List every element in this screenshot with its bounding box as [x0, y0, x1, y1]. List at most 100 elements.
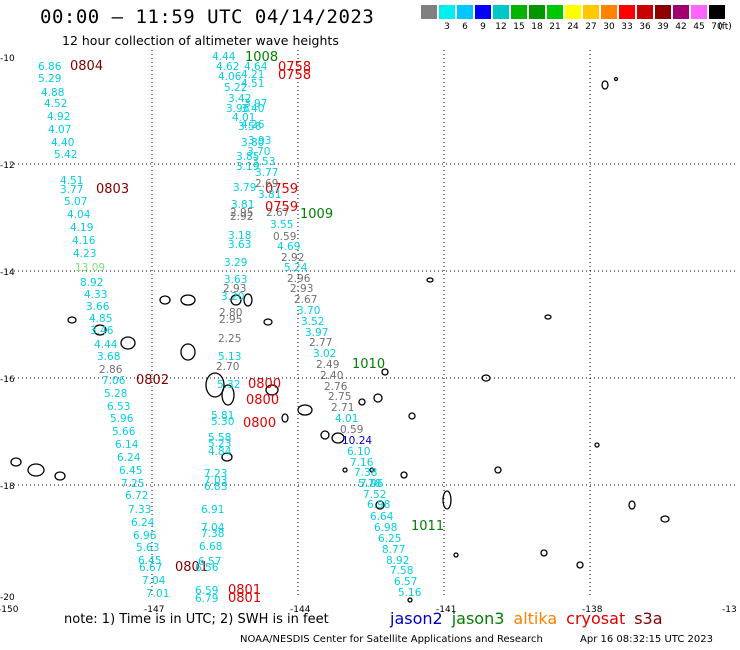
island	[221, 384, 235, 406]
wave-height-value: 2.93	[223, 283, 246, 295]
legend-swatch	[673, 5, 689, 19]
pass-time-label: 0803	[96, 182, 129, 197]
satellite-legend: jason2 jason3 altika cryosat s3a	[390, 609, 672, 628]
legend-unit: (ft)	[718, 22, 732, 32]
wave-height-value: 4.33	[84, 289, 107, 301]
lat-tick-label: -18	[0, 482, 15, 492]
pass-time-label: 0801	[228, 583, 261, 598]
wave-height-value: 3.77	[60, 184, 83, 196]
legend-swatch	[709, 5, 725, 19]
pass-time-label: 0758	[278, 60, 311, 75]
wave-height-value: 3.85	[236, 151, 259, 163]
legend-swatch	[457, 5, 473, 19]
pass-time-label: 1010	[352, 357, 385, 372]
map-subtitle: 12 hour collection of altimeter wave hei…	[62, 33, 339, 48]
island	[540, 549, 548, 557]
legend-swatch	[637, 5, 653, 19]
wave-height-value: 3.77	[255, 167, 278, 179]
pass-time-label: 0800	[246, 393, 279, 408]
wave-height-value: 3.63	[228, 239, 251, 251]
island	[481, 374, 491, 382]
wave-height-value: 2.75	[328, 391, 351, 403]
wave-height-value: 2.80	[219, 307, 242, 319]
wave-height-value: 3.80	[241, 137, 264, 149]
island	[613, 76, 619, 82]
pass-time-label: 0759	[265, 182, 298, 197]
wave-height-value: 6.91	[201, 504, 224, 516]
wave-height-value: 6.98	[367, 499, 390, 511]
satellite-name: cryosat	[566, 609, 626, 628]
island	[265, 384, 279, 396]
wave-height-value: 5.63	[136, 542, 159, 554]
island	[601, 80, 609, 90]
lat-tick-label: -20	[0, 593, 15, 603]
lat-tick-label: -14	[0, 268, 15, 278]
legend-label: 36	[639, 22, 651, 32]
wave-height-value: 10.24	[342, 435, 372, 447]
wave-height-value: 3.19	[236, 161, 259, 173]
island	[180, 343, 196, 361]
wave-height-value: 6.14	[115, 439, 139, 451]
wave-height-value: 2.86	[99, 364, 123, 376]
wave-height-value: 4.26	[241, 119, 265, 131]
lat-tick-label: -16	[0, 375, 15, 385]
wave-height-value: 3.53	[252, 156, 275, 168]
map-title: 00:00 — 11:59 UTC 04/14/2023	[40, 6, 375, 28]
wave-height-value: 2.96	[287, 273, 311, 285]
island	[426, 277, 434, 283]
lat-tick-label: -12	[0, 161, 15, 171]
wave-height-value: 3.93	[248, 135, 271, 147]
wave-height-value: 3.40	[241, 103, 264, 115]
island	[159, 295, 171, 305]
wave-height-value: 5.28	[104, 388, 127, 400]
timestamp: Apr 16 08:32:15 UTC 2023	[580, 634, 713, 645]
island-outlines	[10, 76, 670, 603]
wave-height-value: 7.16	[350, 457, 374, 469]
wave-height-value: 4.01	[232, 112, 255, 124]
island	[331, 432, 345, 444]
island	[180, 294, 196, 306]
island	[453, 552, 459, 558]
wave-height-value: 4.62	[216, 61, 239, 73]
satellite-name: jason3	[451, 609, 505, 628]
wave-height-value: 6.24	[117, 452, 141, 464]
wave-height-value: 7.52	[363, 489, 386, 501]
wave-height-value: 5.07	[64, 196, 87, 208]
legend-swatch	[583, 5, 599, 19]
island	[576, 561, 584, 569]
island	[230, 294, 242, 306]
pass-time-label: 0758	[278, 68, 311, 83]
lat-tick-label: -10	[0, 54, 15, 64]
wave-height-value: 6.45	[119, 465, 142, 477]
wave-height-value: 6.57	[394, 576, 417, 588]
footnote: note: 1) Time is in UTC; 2) SWH is in fe…	[64, 612, 329, 627]
island	[369, 467, 375, 473]
wave-height-value: 4.44	[94, 339, 118, 351]
wave-height-value: 4.19	[70, 222, 93, 234]
wave-height-value: 5.23	[208, 438, 231, 450]
wave-height-value: 3.20	[221, 291, 244, 303]
wave-height-value: 2.93	[290, 283, 313, 295]
wave-height-value: 4.51	[60, 175, 83, 187]
wave-height-value: 5.13	[218, 351, 241, 363]
wave-height-value: 4.01	[335, 413, 358, 425]
legend-label: 21	[549, 22, 561, 32]
island	[373, 393, 383, 403]
wave-height-value: 7.96	[360, 478, 384, 490]
wave-height-value: 3.42	[228, 93, 251, 105]
wave-height-value: 4.52	[44, 98, 67, 110]
legend-label: 18	[531, 22, 543, 32]
wave-height-value: 4.88	[41, 87, 64, 99]
wave-height-value: 3.97	[244, 98, 267, 110]
wave-height-value: 6.79	[195, 593, 218, 605]
legend-label: 24	[567, 22, 579, 32]
wave-height-value: 2.71	[331, 402, 354, 414]
wave-height-value: 3.52	[301, 316, 324, 328]
island	[297, 404, 313, 416]
island	[205, 372, 225, 398]
island	[407, 597, 413, 603]
wave-height-value: 7.25	[121, 478, 144, 490]
wave-height-value: 4.04	[67, 209, 91, 221]
wave-height-value: 6.96	[133, 530, 157, 542]
